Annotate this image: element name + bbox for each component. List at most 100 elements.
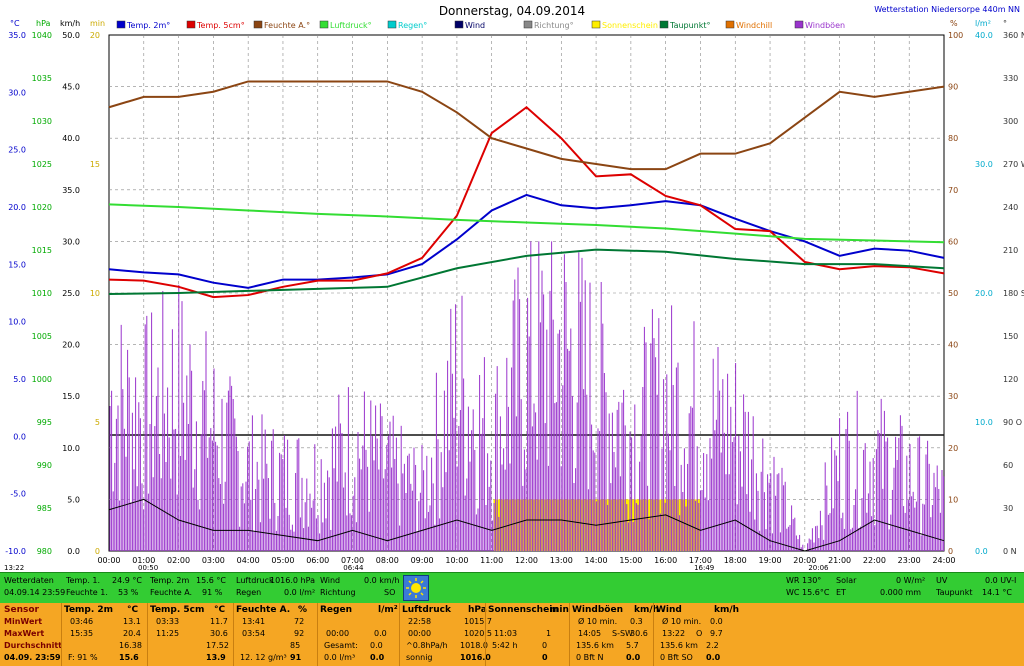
legend-label: Taupunkt° [669,21,711,30]
stats-min-time: 03:46 [70,617,94,626]
axis-tick-direction: 0 N [1003,547,1017,556]
axis-tick-speed: 10.0 [62,444,80,453]
stats-cur: 0.0 [370,653,385,662]
stats-max: 1 [546,629,552,638]
stats-col-sep [569,603,570,666]
stats-max-time: 11:03 [494,629,518,638]
axis-tick-rain: 30.0 [975,160,993,169]
stats-cur: 0.0 [626,653,641,662]
legend-swatch [725,20,735,29]
stats-row-label: Sensor [4,605,39,615]
stats-col-header: Windböen [572,605,623,615]
stats-col-header: Wind [656,605,682,615]
axis-tick-pressure: 985 [37,504,52,513]
x-tick-label: 09:00 [411,556,434,565]
stats-max: 9.7 [710,629,723,638]
stats-max: 20.4 [123,629,141,638]
x-tick-label: 04:00 [237,556,260,565]
stats-min-time: Ø 10 min. [662,617,702,626]
legend-swatch [591,20,601,29]
stats-col-unit: min [550,605,569,615]
stats-max: 92 [294,629,305,638]
x-tick-label: 08:00 [376,556,399,565]
stats-col-header: Regen [320,605,352,615]
x-tick-label: 10:00 [445,556,468,565]
x-tick-label: 19:00 [759,556,782,565]
stats-col-header: Temp. 5cm [150,605,205,615]
stats-cur-label: 0 Bft SO [660,653,693,662]
chart-grid [108,34,945,552]
axis-tick-pressure: 990 [37,461,52,470]
time-markers: 13:22 00:50 06:44 16:49 20:06 [4,564,829,572]
legend-label: Richtung° [534,21,574,30]
legend-label: Windchill [736,21,772,30]
axis-tick-speed: 35.0 [62,186,80,195]
axis-tick-direction: 360 N [1003,31,1024,40]
stats-max: 1020.5 [464,629,492,638]
legend-label: Sonnenschein [602,21,658,30]
axis-tick-direction: 30 [1003,504,1013,513]
stats-cur: 91 [290,653,302,662]
axis-tick-percent: 50 [948,289,958,298]
stats-col-sep [147,603,148,666]
stats-avg-label: ^0.8hPa/h [406,641,448,650]
series-line [108,80,945,171]
cur-solar: 0 W/m² [896,576,926,585]
legend-swatch [253,20,263,29]
axis-tick-pressure: 1000 [32,375,52,384]
x-tick-label: 03:00 [202,556,225,565]
x-tick-label: 13:00 [550,556,573,565]
unit-direction: ° [1003,19,1007,28]
stats-col-sep [61,603,62,666]
stats-col-unit: hPa [468,605,487,615]
stats-avg-label: 135.6 km [576,641,614,650]
axis-tick-rain: 10.0 [975,418,993,427]
stats-max-time: 11:25 [156,629,180,638]
axis-tick-percent: 30 [948,392,958,401]
axis-tick-speed: 15.0 [62,392,80,401]
series-line [108,248,945,296]
cur-et-label: ET [836,588,846,597]
stats-min: 11.7 [210,617,228,626]
stats-col-sep [399,603,400,666]
legend: Temp. 2m° Temp. 5cm° Feuchte A.° Luftdruck°… [116,20,845,30]
stats-col-unit: % [298,605,308,615]
axis-tick-temp: 5.0 [13,375,26,384]
axis-tick-speed: 50.0 [62,31,80,40]
x-tick-label: 16:00 [654,556,677,565]
stats-min: 13.1 [123,617,141,626]
x-tick-label: 14:00 [585,556,608,565]
cur-wc: WC 15.6°C [786,588,830,597]
legend-swatch [319,20,329,29]
axis-tick-temp: 35.0 [8,31,26,40]
current-values-bar: Wetterdaten 04.09.14 23:59 Temp. 1. 24.9… [0,572,1024,603]
cur-temp2m-label: Temp. 2m [150,576,190,585]
x-tick-label: 18:00 [724,556,747,565]
stats-row-label: Durchschnitt [4,641,63,650]
axis-tick-pressure: 995 [37,418,52,427]
stats-min-time: Ø 10 min. [578,617,618,626]
stats-col-unit: km/h [634,605,660,615]
cur-temp1-label: Temp. 1. [66,576,101,585]
stats-cur: 0 [542,653,548,662]
x-tick-label: 15:00 [619,556,642,565]
cur-uv-label: UV [936,576,948,585]
stats-avg: 0 [542,641,548,650]
stats-row-label: 04.09. 23:59 [4,653,61,662]
legend-label: Temp. 2m° [126,21,170,30]
chart-title: Donnerstag, 04.09.2014 [439,4,585,18]
stats-min: 72 [294,617,305,626]
stats-min: 0.0 [710,617,723,626]
stats-avg: 17.52 [206,641,229,650]
unit-temp: °C [10,19,20,28]
axis-tick-rain: 40.0 [975,31,993,40]
legend-label: Feuchte A.° [264,21,310,30]
axis-tick-minutes: 20 [90,31,100,40]
stats-max-dir: O [696,629,703,638]
cur-richtung-label: Richtung [320,588,356,597]
axis-tick-percent: 70 [948,186,958,195]
axis-tick-percent: 100 [948,31,963,40]
unit-rain: l/m² [975,19,991,28]
stats-col-unit: °C [127,605,139,615]
axis-tick-rain: 20.0 [975,289,993,298]
